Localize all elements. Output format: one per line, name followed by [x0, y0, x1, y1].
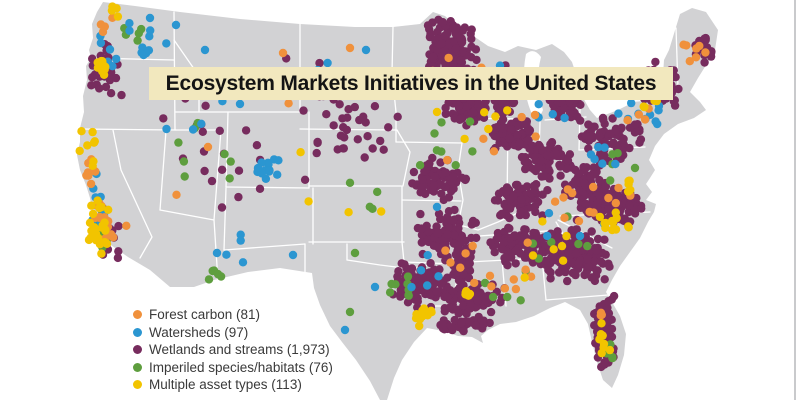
legend-row-imperiled: Imperiled species/habitats (76) — [133, 359, 333, 377]
legend: Forest carbon (81) Watersheds (97) Wetla… — [133, 306, 333, 394]
title-banner: Ecosystem Markets Initiatives in the Uni… — [149, 67, 673, 100]
dots-layer-multiple — [75, 2, 661, 358]
legend-label-forest-carbon: Forest carbon (81) — [149, 307, 261, 323]
page-title: Ecosystem Markets Initiatives in the Uni… — [165, 71, 657, 95]
page-edge-rule — [794, 0, 796, 400]
legend-row-wetlands: Wetlands and streams (1,973) — [133, 341, 333, 359]
imperiled-species-dot-icon — [133, 362, 142, 372]
legend-label-multiple: Multiple asset types (113) — [149, 377, 302, 393]
wetlands-dot-icon — [133, 345, 142, 355]
legend-label-wetlands: Wetlands and streams (1,973) — [149, 342, 330, 358]
legend-row-multiple: Multiple asset types (113) — [133, 376, 333, 394]
multiple-asset-dot-icon — [133, 380, 142, 390]
forest-carbon-dot-icon — [133, 310, 142, 320]
watersheds-dot-icon — [133, 327, 142, 337]
legend-label-watersheds: Watersheds (97) — [149, 324, 249, 340]
legend-label-imperiled: Imperiled species/habitats (76) — [149, 359, 333, 375]
legend-row-forest-carbon: Forest carbon (81) — [133, 306, 333, 324]
legend-row-watersheds: Watersheds (97) — [133, 324, 333, 342]
